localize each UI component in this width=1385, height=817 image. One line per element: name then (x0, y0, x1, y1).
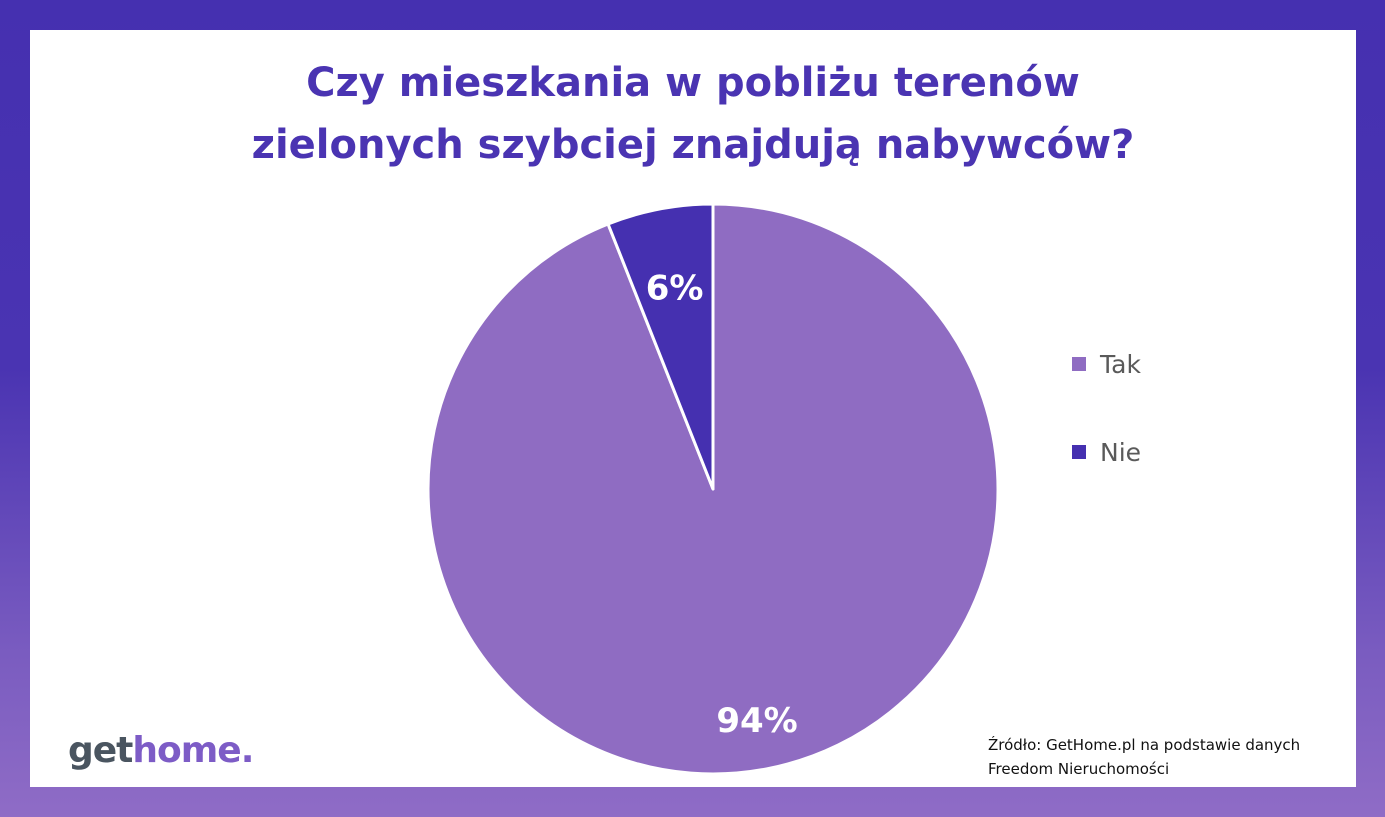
logo-text-home: home. (132, 730, 254, 771)
legend-swatch-tak (1072, 357, 1086, 371)
pie-chart: 94% 6% (426, 202, 1000, 776)
legend-item-tak: Tak (1072, 349, 1141, 379)
chart-title-line-1: Czy mieszkania w pobliżu terenów (306, 60, 1080, 106)
chart-card: Czy mieszkania w pobliżu terenów zielony… (30, 30, 1356, 787)
source-line-2: Freedom Nieruchomości (988, 760, 1170, 778)
logo-text-get: get (68, 730, 133, 771)
source-note: Źródło: GetHome.pl na podstawie danych F… (988, 733, 1300, 781)
chart-title: Czy mieszkania w pobliżu terenów zielony… (30, 52, 1356, 176)
pie-slice-nie (606, 202, 715, 491)
data-label-tak: 94% (716, 701, 797, 741)
data-label-nie: 6% (646, 269, 704, 309)
legend-swatch-nie (1072, 445, 1086, 459)
gethome-logo: gethome. (68, 726, 254, 776)
chart-title-line-2: zielonych szybciej znajdują nabywców? (251, 122, 1135, 168)
legend-item-nie: Nie (1072, 437, 1142, 467)
legend-label-nie: Nie (1100, 437, 1142, 467)
chart-legend: Tak Nie (1072, 350, 1141, 526)
legend-label-tak: Tak (1100, 349, 1141, 379)
source-line-1: Źródło: GetHome.pl na podstawie danych (988, 736, 1301, 754)
